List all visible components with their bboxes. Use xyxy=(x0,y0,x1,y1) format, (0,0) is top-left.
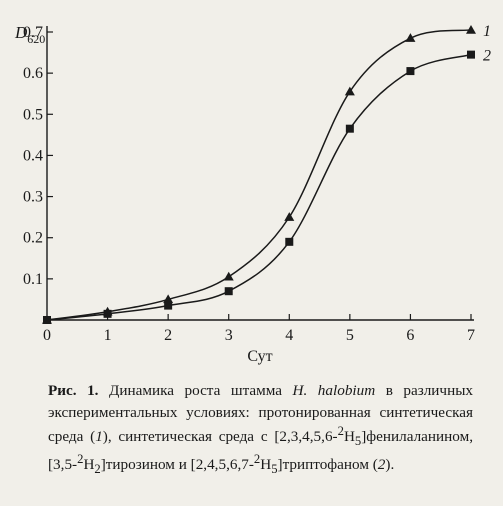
x-tick-label: 0 xyxy=(43,327,51,344)
caption-text-2: в различных экспериментальных условиях: … xyxy=(48,382,473,446)
caption-count-1: 5 xyxy=(354,434,362,449)
y-tick-label: 0.7 xyxy=(23,24,43,41)
x-ticks: 0 1 2 3 4 5 6 7 xyxy=(43,314,475,344)
x-tick-label: 2 xyxy=(164,327,172,344)
caption-text-3: ), синтетическая среда с [2,3,4,5,6- xyxy=(102,428,338,446)
series-2-point xyxy=(224,287,233,296)
y-tick-label: 0.3 xyxy=(23,189,43,206)
x-tick-label: 3 xyxy=(225,327,233,344)
caption-text-1: Динамика роста штамма xyxy=(98,382,293,399)
x-tick-label: 5 xyxy=(346,327,354,344)
series-1-point xyxy=(344,86,355,96)
series-2-point xyxy=(164,301,173,310)
caption-element-3: H xyxy=(260,456,272,474)
caption-element-2: H xyxy=(83,456,95,474)
caption-figure-label: Рис. 1. xyxy=(48,382,99,399)
y-tick-label: 0.6 xyxy=(23,65,43,82)
series-1-point xyxy=(223,271,234,281)
caption-element-1: H xyxy=(343,428,355,446)
series-2-line xyxy=(46,53,472,321)
caption-ref-2: 2 xyxy=(377,456,386,474)
y-tick-label: 0.2 xyxy=(23,230,43,247)
series-1-point xyxy=(466,24,476,34)
x-tick-label: 1 xyxy=(104,327,112,344)
y-axis-title-main: D xyxy=(14,23,28,42)
series-2-point xyxy=(406,67,415,76)
caption-isotope-3: 2 xyxy=(253,452,261,467)
series-2-point xyxy=(43,316,51,324)
y-axis-title: D620 xyxy=(14,23,45,46)
caption-isotope-2: 2 xyxy=(77,452,84,467)
caption-ref-1: 1 xyxy=(95,428,103,446)
caption-count-3: 5 xyxy=(271,462,278,477)
series-2-point xyxy=(467,50,475,59)
series-1-label: 1 xyxy=(483,23,491,40)
series-1-line xyxy=(46,29,472,321)
y-tick-label: 0.1 xyxy=(23,271,43,288)
caption-isotope-1: 2 xyxy=(337,424,344,439)
caption-text-7: ). xyxy=(385,456,395,474)
x-tick-label: 6 xyxy=(406,327,414,344)
figure-caption: Рис. 1. Динамика роста штамма H. halobiu… xyxy=(48,380,473,479)
x-tick-label: 7 xyxy=(467,327,475,344)
x-axis-title: Сут xyxy=(247,348,272,365)
caption-count-2: 2 xyxy=(94,462,101,477)
y-tick-label: 0.4 xyxy=(23,147,43,164)
series-layer: 12 xyxy=(42,23,491,324)
caption-text-6: ]триптофаном ( xyxy=(277,456,378,474)
series-2-label: 2 xyxy=(483,48,491,65)
y-tick-label: 0.5 xyxy=(23,106,43,123)
caption-organism: H. halobium xyxy=(292,382,376,399)
x-tick-label: 4 xyxy=(285,327,293,344)
caption-text-5: ]тирозином и [2,4,5,6,7- xyxy=(100,456,254,474)
series-1-point xyxy=(163,294,174,304)
caption-text-4: ]фенилаланином, [3,5- xyxy=(48,428,473,474)
series-2-point xyxy=(345,124,354,133)
y-axis-title-sub: 620 xyxy=(27,32,45,46)
series-1-point xyxy=(405,33,416,42)
series-2-point xyxy=(285,237,294,246)
series-1-point xyxy=(284,212,295,221)
series-2-point xyxy=(103,309,112,318)
y-ticks: 0.1 0.2 0.3 0.4 0.5 0.6 0.7 xyxy=(23,24,53,288)
